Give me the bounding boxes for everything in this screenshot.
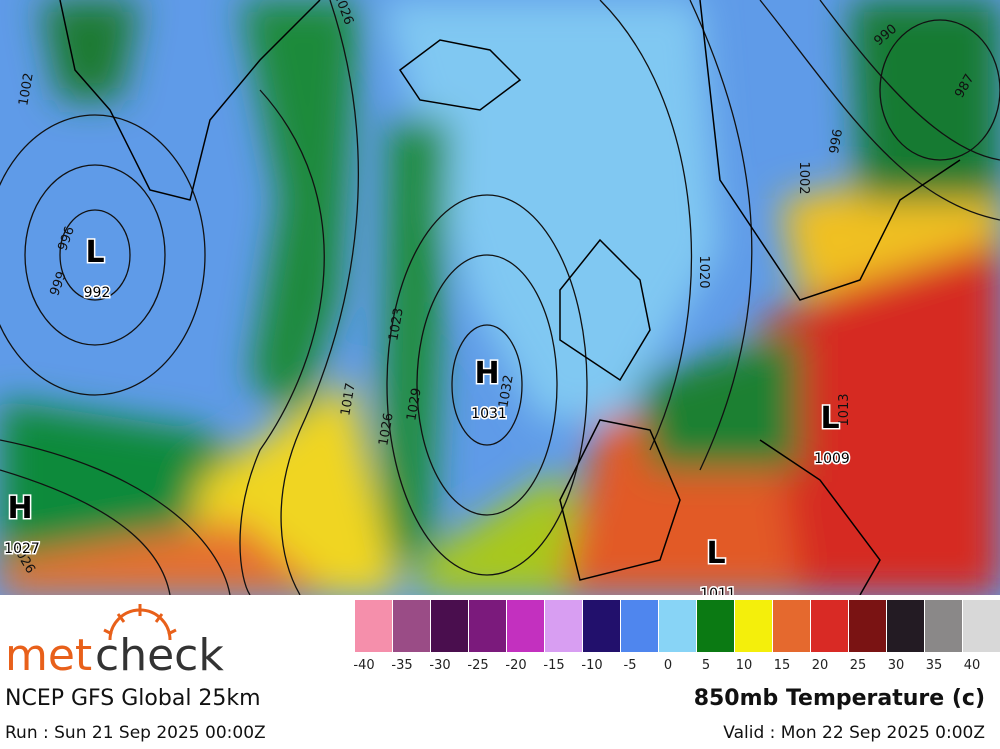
logo-sun	[103, 604, 177, 641]
legend-tick-label: 40	[964, 658, 981, 673]
field-name: 850mb Temperature (c)	[694, 686, 985, 711]
legend-swatch	[697, 600, 734, 652]
pressure-center-value: 1031	[471, 406, 507, 422]
valid-time: Valid : Mon 22 Sep 2025 0:00Z	[723, 723, 985, 743]
legend-swatch	[621, 600, 658, 652]
legend-tick-label: -15	[543, 658, 564, 673]
legend-tick-label: -10	[581, 658, 602, 673]
isobar-label: 1002	[16, 72, 37, 107]
isobars	[0, 0, 1000, 595]
pressure-center-symbol: H	[7, 491, 32, 526]
isobar-label: 1002	[796, 161, 811, 194]
legend-tick-label: 5	[702, 658, 710, 673]
legend-tick-label: 30	[888, 658, 905, 673]
legend-tick-label: 0	[664, 658, 672, 673]
legend-tick-label: 15	[774, 658, 791, 673]
legend-swatch	[811, 600, 848, 652]
logo-met: met	[5, 630, 92, 681]
pressure-center-value: 1027	[4, 541, 40, 557]
legend-tick-label: -5	[624, 658, 637, 673]
legend-swatch	[431, 600, 468, 652]
legend-swatch	[355, 600, 392, 652]
legend-swatch	[849, 600, 886, 652]
isobar-label: 1020	[696, 255, 711, 288]
legend-swatch	[659, 600, 696, 652]
pressure-center-value: 1011	[700, 586, 736, 602]
legend-swatch	[963, 600, 1000, 652]
pressure-center-symbol: L	[820, 401, 839, 436]
legend-tick-label: -40	[353, 658, 374, 673]
legend-swatch	[773, 600, 810, 652]
isobar-label: 1032	[496, 374, 517, 409]
isobar-label: 1029	[404, 387, 425, 422]
legend-tick-label: -35	[391, 658, 412, 673]
legend-tick-label: 35	[926, 658, 943, 673]
legend-swatch	[545, 600, 582, 652]
legend-swatch	[469, 600, 506, 652]
legend-tick-label: 20	[812, 658, 829, 673]
legend-swatch	[583, 600, 620, 652]
legend-swatch	[735, 600, 772, 652]
legend-swatch	[925, 600, 962, 652]
legend-tick-label: 25	[850, 658, 867, 673]
isobar-label: 1017	[338, 382, 359, 417]
pressure-center-value: 1009	[814, 451, 850, 467]
coastlines	[59, 0, 961, 595]
legend-tick-label: -30	[429, 658, 450, 673]
legend: -40 -35 -30 -25 -20 -15 -10 -5 0 5 10 15 20 25 30 35 40	[353, 600, 1000, 673]
pressure-center-symbol: L	[85, 235, 104, 270]
legend-swatch	[507, 600, 544, 652]
isobar-label: 1013	[837, 393, 852, 426]
run-time: Run : Sun 21 Sep 2025 00:00Z	[5, 723, 266, 743]
model-name: NCEP GFS Global 25km	[5, 686, 261, 711]
legend-swatch	[887, 600, 924, 652]
pressure-center-symbol: H	[474, 356, 499, 391]
legend-swatch	[393, 600, 430, 652]
pressure-center-symbol: L	[706, 536, 725, 571]
legend-tick-label: -25	[467, 658, 488, 673]
legend-tick-label: -20	[505, 658, 526, 673]
isobar-label: 996	[827, 128, 846, 155]
isobar-label: 1026	[376, 412, 397, 447]
pressure-center-value: 992	[84, 285, 111, 301]
logo-check: check	[95, 630, 224, 681]
isobar-label: 1023	[386, 307, 407, 342]
legend-tick-label: 10	[736, 658, 753, 673]
